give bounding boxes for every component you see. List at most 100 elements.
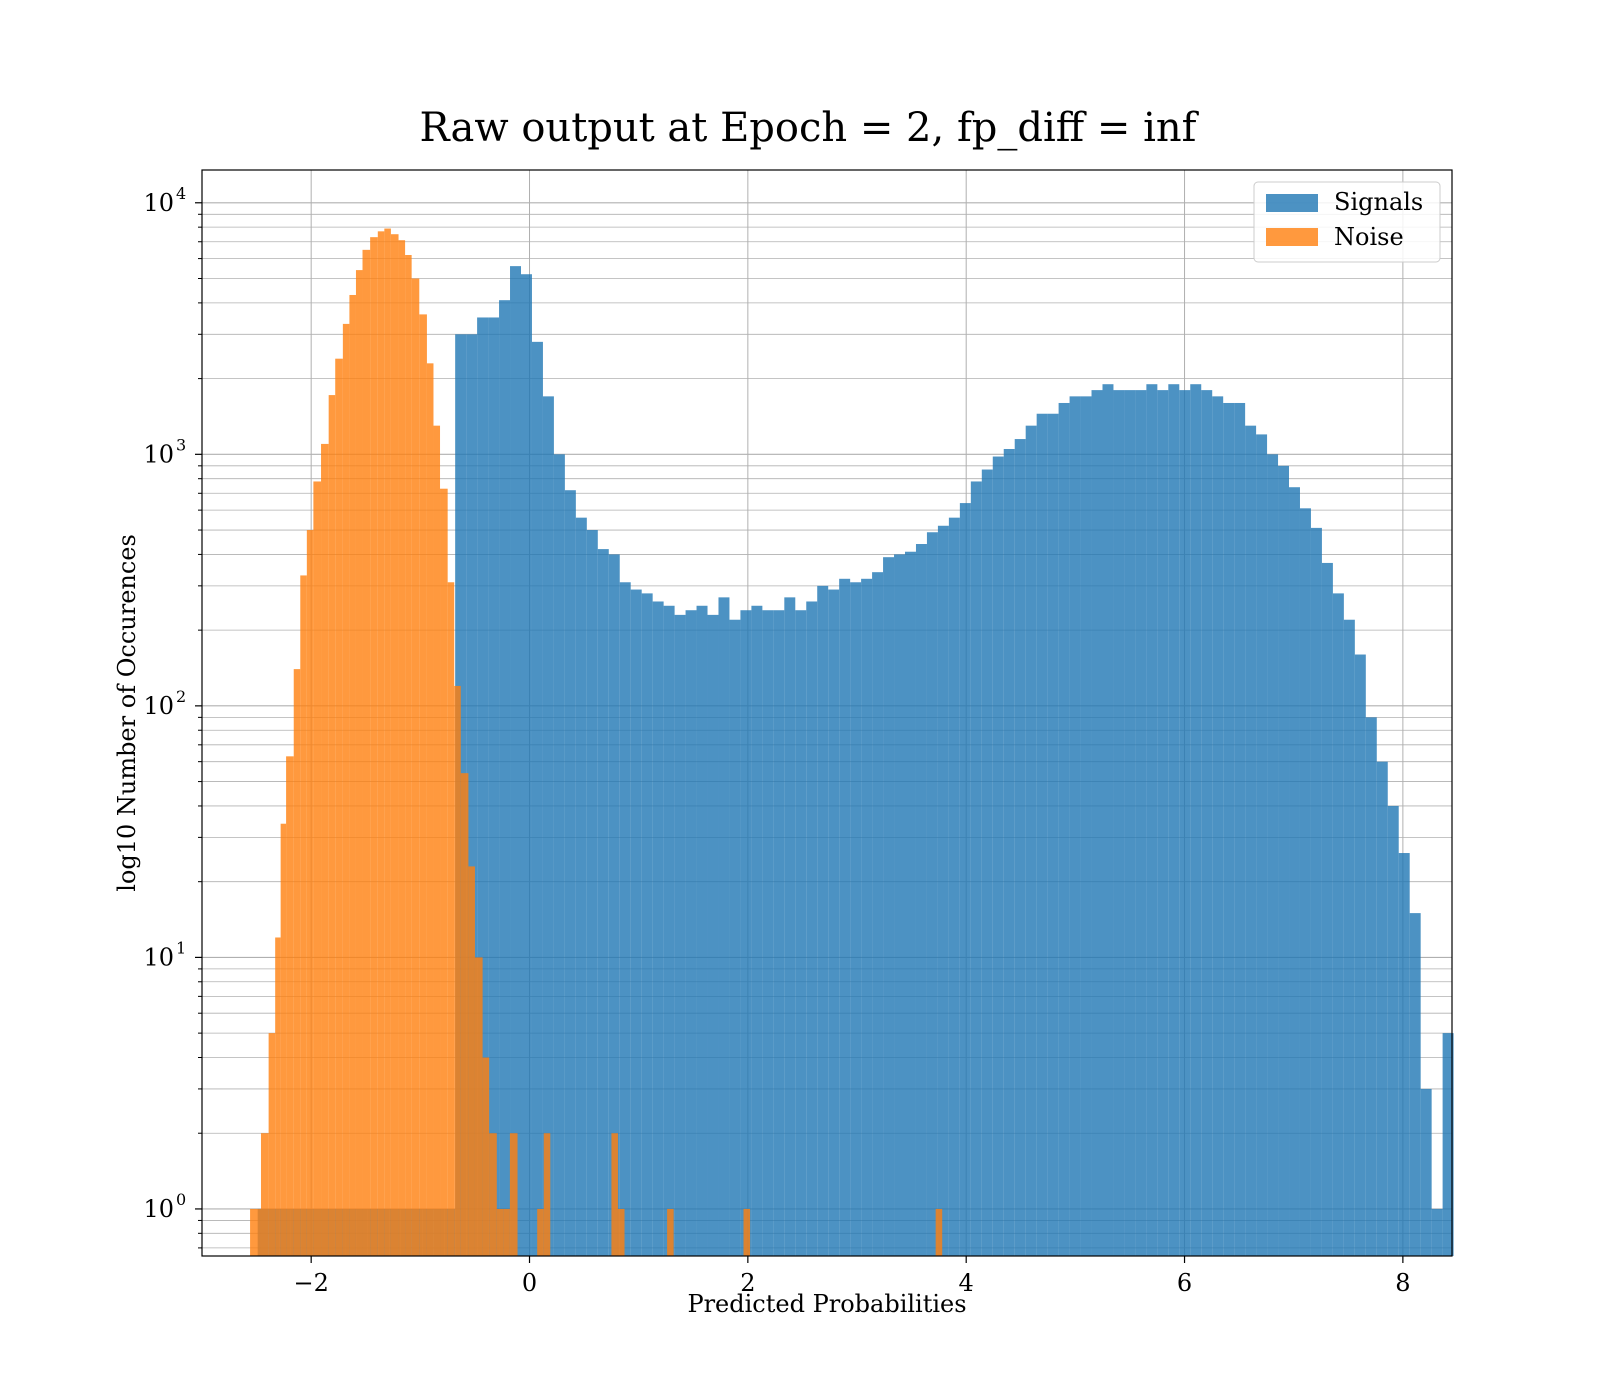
- signals-bar: [685, 610, 697, 1256]
- signals-bar: [1299, 508, 1311, 1257]
- signals-bar: [1354, 654, 1366, 1256]
- signals-bar: [564, 490, 576, 1256]
- signals-bar: [641, 593, 653, 1256]
- signals-bar: [663, 605, 675, 1256]
- signals-bar: [510, 266, 521, 1256]
- noise-bar: [454, 685, 461, 1256]
- noise-bar: [935, 1208, 943, 1256]
- noise-bar: [611, 1133, 618, 1256]
- x-tick-label: 0: [522, 1269, 537, 1297]
- signals-bar: [1431, 1208, 1443, 1256]
- x-axis-label: Predicted Probabilities: [687, 1290, 966, 1318]
- signals-bar: [520, 274, 532, 1256]
- noise-bar: [250, 1208, 261, 1256]
- signals-bar: [1289, 487, 1300, 1257]
- signals-bar: [948, 517, 960, 1256]
- signals-bar: [751, 605, 763, 1256]
- noise-bar: [280, 823, 287, 1256]
- legend-label-noise: Noise: [1334, 223, 1404, 251]
- signals-bar: [652, 601, 664, 1256]
- signals-bar: [1091, 390, 1103, 1256]
- noise-bar: [349, 294, 356, 1256]
- signals-bar: [1321, 562, 1333, 1256]
- noise-bar: [306, 530, 314, 1256]
- noise-bar: [355, 270, 363, 1256]
- signals-bar: [1201, 390, 1213, 1256]
- signals-bar: [1256, 434, 1268, 1256]
- x-tick-label: 2: [740, 1269, 755, 1297]
- noise-bar: [342, 323, 350, 1256]
- signals-bar: [718, 597, 730, 1256]
- legend-label-signals: Signals: [1334, 188, 1423, 216]
- signals-bar: [619, 582, 631, 1256]
- signals-bar: [1332, 593, 1344, 1256]
- signals-bar: [1387, 805, 1399, 1256]
- signals-bar: [531, 341, 543, 1256]
- noise-bar: [419, 314, 427, 1256]
- noise-bar: [743, 1208, 751, 1256]
- signals-bar: [586, 530, 598, 1256]
- signals-bar: [1047, 413, 1059, 1256]
- signals-bar: [1190, 384, 1202, 1256]
- signals-bar: [1113, 390, 1125, 1256]
- noise-bar: [433, 425, 441, 1256]
- signals-bar: [1365, 717, 1377, 1256]
- signals-bar: [1157, 390, 1169, 1256]
- signals-bar: [499, 300, 511, 1256]
- signals-bar: [630, 589, 642, 1256]
- signals-bar: [707, 614, 719, 1256]
- signals-bar: [970, 481, 982, 1256]
- signals-bar: [1212, 396, 1224, 1256]
- noise-bar: [300, 575, 307, 1256]
- signals-bar: [872, 572, 884, 1256]
- noise-bar: [377, 231, 385, 1256]
- signals-bar: [937, 525, 949, 1256]
- signals-bar: [1223, 402, 1235, 1256]
- noise-bar: [275, 937, 281, 1256]
- signals-bar: [1025, 425, 1037, 1256]
- signals-bars: [257, 266, 1454, 1257]
- signals-bar: [477, 317, 489, 1256]
- signals-bar: [1245, 425, 1257, 1256]
- noise-bar: [509, 1133, 518, 1256]
- noise-bar: [447, 582, 455, 1256]
- noise-bar: [268, 1033, 276, 1256]
- signals-bar: [806, 601, 818, 1256]
- signals-bar: [992, 456, 1004, 1256]
- noise-bar: [362, 249, 371, 1257]
- y-tick-label: 10: [143, 692, 174, 720]
- signals-bar: [1420, 1088, 1432, 1256]
- signals-bar: [795, 610, 807, 1256]
- signals-bar: [839, 578, 851, 1256]
- noise-bar: [335, 358, 343, 1256]
- noise-bar: [398, 240, 406, 1257]
- signals-bar: [575, 517, 587, 1256]
- signals-bar: [696, 605, 708, 1256]
- y-tick-exponent: 4: [176, 184, 186, 203]
- signals-bar: [488, 317, 500, 1256]
- y-tick-exponent: 0: [176, 1190, 186, 1209]
- signals-bar: [1343, 619, 1355, 1256]
- signals-bar: [597, 549, 609, 1256]
- legend-swatch-signals: [1266, 194, 1318, 212]
- noise-bar: [489, 1133, 497, 1256]
- signals-bar: [1003, 448, 1015, 1257]
- signals-bar: [1267, 454, 1279, 1256]
- signals-bar: [959, 503, 971, 1257]
- x-tick-label: −2: [293, 1269, 328, 1297]
- y-tick-label: 10: [143, 189, 174, 217]
- noise-bar: [390, 234, 399, 1257]
- signals-bar: [1146, 384, 1158, 1256]
- signals-bar: [861, 578, 873, 1256]
- chart-title: Raw output at Epoch = 2, fp_diff = inf: [420, 105, 1200, 151]
- signals-bar: [773, 610, 785, 1256]
- y-tick-label: 10: [143, 943, 174, 971]
- noise-bar: [313, 481, 322, 1256]
- signals-bar: [817, 585, 829, 1256]
- signals-bar: [1310, 527, 1322, 1256]
- signals-bar: [1036, 413, 1048, 1256]
- y-tick-label: 10: [143, 1195, 174, 1223]
- signals-bar: [542, 396, 554, 1256]
- signals-bar: [850, 582, 862, 1256]
